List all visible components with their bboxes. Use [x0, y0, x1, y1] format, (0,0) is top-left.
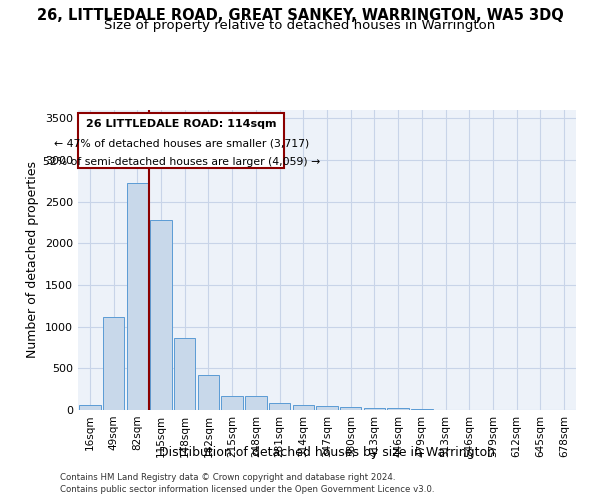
Bar	[340, 407, 361, 410]
Bar	[103, 316, 124, 410]
Text: 26, LITTLEDALE ROAD, GREAT SANKEY, WARRINGTON, WA5 3DQ: 26, LITTLEDALE ROAD, GREAT SANKEY, WARRI…	[37, 8, 563, 22]
Bar	[198, 374, 219, 410]
Text: 52% of semi-detached houses are larger (4,059) →: 52% of semi-detached houses are larger (…	[43, 158, 320, 168]
Bar	[221, 396, 243, 410]
Text: Contains public sector information licensed under the Open Government Licence v3: Contains public sector information licen…	[60, 485, 434, 494]
Text: Size of property relative to detached houses in Warrington: Size of property relative to detached ho…	[104, 19, 496, 32]
Bar	[316, 406, 338, 410]
Bar	[293, 405, 314, 410]
Text: ← 47% of detached houses are smaller (3,717): ← 47% of detached houses are smaller (3,…	[53, 138, 309, 148]
Bar	[79, 406, 101, 410]
Bar	[127, 184, 148, 410]
Text: Distribution of detached houses by size in Warrington: Distribution of detached houses by size …	[159, 446, 495, 459]
Y-axis label: Number of detached properties: Number of detached properties	[26, 162, 40, 358]
Text: 26 LITTLEDALE ROAD: 114sqm: 26 LITTLEDALE ROAD: 114sqm	[86, 120, 277, 130]
Bar	[174, 338, 196, 410]
Bar	[364, 408, 385, 410]
Bar	[151, 220, 172, 410]
Bar	[411, 409, 433, 410]
Bar	[388, 408, 409, 410]
Text: Contains HM Land Registry data © Crown copyright and database right 2024.: Contains HM Land Registry data © Crown c…	[60, 474, 395, 482]
Bar	[245, 396, 266, 410]
Bar	[269, 402, 290, 410]
